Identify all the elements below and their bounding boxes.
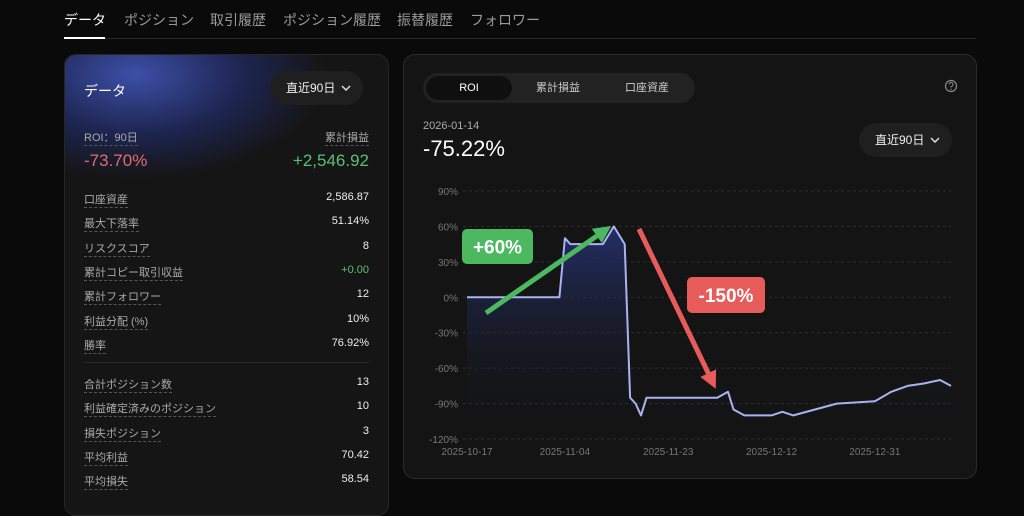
y-tick-label: -60% bbox=[435, 364, 458, 375]
y-tick-label: 0% bbox=[444, 293, 459, 304]
stat-value: +0.00 bbox=[341, 263, 369, 276]
stat-value: 2,586.87 bbox=[326, 191, 369, 203]
chart-tab[interactable]: 累計損益 bbox=[536, 82, 580, 94]
period: 直近90日 bbox=[875, 133, 925, 147]
y-tick-label: -120% bbox=[429, 435, 458, 446]
x-tick-label: 2025-11-23 bbox=[643, 447, 694, 458]
pnl-value: +2,546.92 bbox=[292, 151, 369, 170]
period: 直近90日 bbox=[286, 81, 336, 95]
stat-row: 勝率 76.92% bbox=[84, 336, 369, 354]
chevron bbox=[341, 85, 351, 91]
chart-date: 2026-01-14 bbox=[423, 120, 480, 132]
y-tick-label: -30% bbox=[435, 329, 458, 340]
page: データ ポジション 取引履歴 ポジション履歴 振替履歴 フォロワー データ 直近90日 R… bbox=[64, 12, 977, 516]
stat-row: 合計ポジション数 13 bbox=[84, 376, 369, 393]
x-tick-label: 2025-12-12 bbox=[746, 447, 798, 458]
tab[interactable]: フォロワー bbox=[470, 12, 540, 28]
stats-panel: データ 直近90日 ROI：90日 累計損益 -73.70% +2,546.92… bbox=[64, 54, 389, 516]
separator bbox=[84, 362, 369, 363]
stat-value: 76.92% bbox=[331, 336, 369, 349]
tab[interactable]: 振替履歴 bbox=[397, 12, 453, 28]
tab[interactable]: データ bbox=[64, 12, 106, 28]
stat-row: 累計コピー取引収益 +0.00 bbox=[84, 263, 369, 281]
annotation-arrow bbox=[484, 226, 612, 316]
chart: 90% 60% 30% 0% -30% -60% -90% -120%2025-10-17 20… bbox=[429, 187, 952, 458]
active-underline bbox=[64, 37, 105, 39]
stat-value: 58.54 bbox=[341, 473, 369, 486]
stat-label: 平均利益 bbox=[84, 449, 128, 466]
stat-row: 損失ポジション 3 bbox=[84, 424, 369, 442]
stat-label: 最大下落率 bbox=[84, 215, 139, 233]
stat-label: 口座資産 bbox=[84, 191, 128, 208]
stat-row: 利益確定済みのポジション 10 bbox=[84, 400, 369, 418]
chart-tab[interactable]: ROI bbox=[426, 76, 512, 100]
stat-row: 口座資産 2,586.87 bbox=[84, 191, 369, 208]
stat-value: 8 bbox=[362, 239, 369, 252]
tab[interactable]: ポジション履歴 bbox=[283, 12, 381, 28]
line-area bbox=[467, 226, 951, 439]
stat-row: 平均利益 70.42 bbox=[84, 448, 369, 466]
chart-period-dropdown[interactable]: 直近90日 bbox=[859, 123, 953, 157]
stat-value: 10 bbox=[356, 400, 369, 413]
stat-row: リスクスコア 8 bbox=[84, 239, 369, 257]
stat-label: 利益確定済みのポジション bbox=[84, 400, 216, 418]
stat-value: 51.14% bbox=[331, 215, 369, 228]
stat-label: 合計ポジション数 bbox=[84, 376, 172, 393]
stat-value: 10% bbox=[346, 312, 369, 325]
annotation-box bbox=[462, 229, 533, 264]
x-tick-label: 2025-10-17 bbox=[441, 447, 493, 458]
stat-row: 累計フォロワー 12 bbox=[84, 288, 369, 306]
stat-label: 勝率 bbox=[84, 337, 106, 354]
divider bbox=[64, 38, 976, 39]
annotation-box bbox=[687, 277, 765, 313]
tab[interactable]: ポジション bbox=[124, 12, 194, 28]
stat-row: 最大下落率 51.14% bbox=[84, 215, 369, 233]
stat-row: 利益分配 (%) 10% bbox=[84, 312, 369, 330]
stat-value: 70.42 bbox=[341, 448, 369, 461]
stat-value: 13 bbox=[356, 376, 369, 388]
roi-label: ROI：90日 bbox=[84, 129, 138, 146]
chart-value: -75.22% bbox=[423, 136, 505, 161]
y-tick-label: 90% bbox=[438, 187, 458, 198]
y-tick-label: -90% bbox=[435, 400, 458, 411]
stat-label: 利益分配 (%) bbox=[84, 313, 149, 330]
annotation-text: +60% bbox=[473, 238, 522, 259]
roi-value: -73.70% bbox=[84, 151, 148, 170]
stat-label: 損失ポジション bbox=[84, 425, 161, 442]
period-dropdown[interactable]: 直近90日 bbox=[270, 71, 364, 105]
stat-value: 3 bbox=[362, 424, 369, 437]
x-tick-label: 2025-11-04 bbox=[540, 447, 591, 458]
stat-label: 累計フォロワー bbox=[84, 288, 161, 306]
chart-panel: ROI 累計損益 口座資産 2026-01-14 -75.22% 直近90日 90%… bbox=[403, 54, 977, 479]
x-tick-label: 2025-12-31 bbox=[849, 447, 901, 458]
stat-label: 累計コピー取引収益 bbox=[84, 264, 183, 281]
annotation-text: -150% bbox=[699, 286, 754, 307]
stat-label: リスクスコア bbox=[84, 240, 150, 257]
chart-tabs: ROI 累計損益 口座資産 bbox=[423, 73, 695, 103]
y-tick-label: 60% bbox=[438, 222, 458, 233]
stat-label: 平均損失 bbox=[84, 473, 128, 491]
panel-title: データ bbox=[84, 83, 126, 99]
annotation-arrow bbox=[636, 227, 717, 389]
tab[interactable]: 取引履歴 bbox=[210, 12, 266, 28]
pnl-label: 累計損益 bbox=[325, 129, 369, 146]
y-tick-label: 30% bbox=[438, 258, 458, 269]
chart-tab[interactable]: 口座資産 bbox=[625, 82, 669, 94]
stat-row: 平均損失 58.54 bbox=[84, 473, 369, 491]
stat-value: 12 bbox=[356, 288, 369, 301]
help-icon[interactable] bbox=[944, 79, 958, 93]
chevron bbox=[930, 137, 940, 143]
